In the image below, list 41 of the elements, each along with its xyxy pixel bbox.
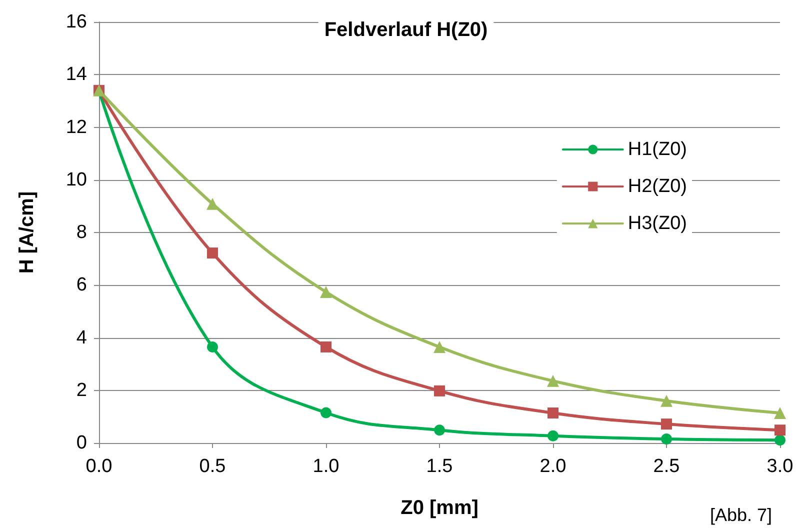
point — [774, 434, 786, 446]
y-tick-label: 8 — [76, 222, 87, 243]
x-tick-label: 0.0 — [86, 456, 112, 477]
y-axis-title: H [A/cm] — [16, 191, 38, 274]
x-tick-label: 3.0 — [766, 456, 794, 477]
point — [434, 340, 446, 353]
point — [774, 407, 786, 420]
y-tick-label: 16 — [66, 12, 87, 32]
chart-title: Feldverlauf H(Z0) — [324, 19, 488, 41]
text: [Abb. 7] — [710, 505, 772, 525]
legend-label: H2(Z0) — [628, 176, 688, 197]
point — [548, 408, 558, 419]
y-tick-label: 14 — [66, 64, 88, 86]
point — [434, 424, 445, 436]
x-tick-label: 2.0 — [540, 456, 566, 477]
point — [547, 374, 559, 387]
point — [661, 418, 672, 430]
point — [320, 407, 332, 418]
point — [320, 286, 332, 298]
point — [548, 430, 558, 442]
y-tick-label: 4 — [76, 327, 88, 348]
point — [207, 248, 218, 259]
x-axis-title: Z0 [mm] — [400, 497, 478, 519]
x-tick-label: 2.5 — [653, 456, 680, 477]
point — [434, 385, 445, 396]
point — [660, 394, 672, 407]
legend-label: H1(Z0) — [628, 139, 688, 160]
x-tick-label: 0.5 — [199, 456, 226, 477]
y-tick-label: 6 — [76, 274, 87, 296]
y-tick-label: 0 — [76, 432, 87, 454]
point — [207, 341, 218, 352]
x-tick-label: 1.0 — [312, 456, 340, 477]
x-tick-label: 1.5 — [426, 456, 453, 477]
point — [774, 424, 786, 436]
y-tick-label: 12 — [66, 116, 87, 138]
point — [320, 341, 332, 352]
point — [661, 434, 672, 445]
y-tick-label: 2 — [76, 380, 87, 401]
y-tick-label: 10 — [66, 169, 87, 190]
legend-label: H3(Z0) — [628, 213, 688, 234]
point — [206, 198, 218, 210]
